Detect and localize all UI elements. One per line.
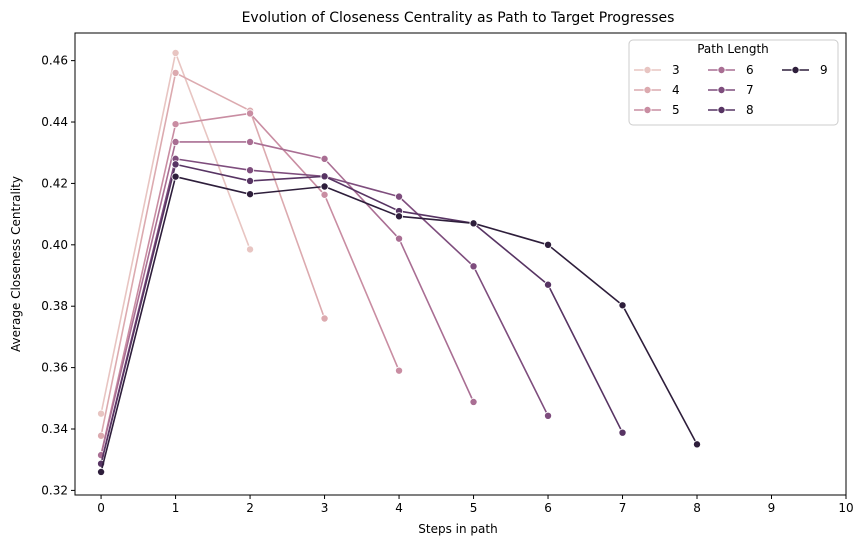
x-tick-label: 5 [470, 501, 478, 515]
data-point [618, 428, 627, 437]
plot-frame [74, 32, 847, 496]
y-axis: 0.32 0.34 0.36 0.38 0.40 0.42 0.44 0.46 [41, 54, 75, 497]
legend-swatch-marker [717, 106, 726, 115]
data-point [469, 262, 478, 271]
x-tick-label: 4 [395, 501, 403, 515]
legend: Path Length 3 4 5 6 7 8 9 [628, 39, 839, 126]
legend-title: Path Length [697, 42, 769, 56]
data-point [246, 176, 255, 185]
y-tick-label: 0.36 [41, 361, 68, 375]
x-tick-label: 9 [768, 501, 776, 515]
legend-label: 5 [672, 103, 680, 117]
legend-swatch-marker [791, 66, 800, 75]
data-point [693, 440, 702, 449]
y-tick-label: 0.42 [41, 176, 68, 190]
data-point [395, 366, 404, 375]
y-axis-label: Average Closeness Centrality [9, 176, 23, 352]
x-tick-label: 6 [544, 501, 552, 515]
y-tick-label: 0.46 [41, 54, 68, 68]
legend-swatch-marker [643, 66, 652, 75]
data-point [97, 409, 106, 418]
data-point [320, 182, 329, 191]
data-point [469, 397, 478, 406]
legend-label: 3 [672, 63, 680, 77]
data-point [97, 467, 106, 476]
legend-swatch-marker [717, 66, 726, 75]
data-point [320, 314, 329, 323]
legend-swatch-marker [717, 86, 726, 95]
series-line [100, 163, 624, 464]
y-tick-label: 0.40 [41, 238, 68, 252]
x-axis: 0 1 2 3 4 5 6 7 8 9 10 [97, 495, 854, 515]
data-point [246, 166, 255, 175]
x-tick-label: 10 [838, 501, 853, 515]
x-tick-label: 1 [172, 501, 180, 515]
y-tick-label: 0.32 [41, 483, 68, 497]
series-line [100, 72, 326, 436]
x-axis-label: Steps in path [418, 522, 497, 536]
legend-box [628, 39, 839, 126]
data-point [544, 280, 553, 289]
data-point [469, 219, 478, 228]
legend-label: 6 [746, 63, 754, 77]
y-tick-label: 0.44 [41, 115, 68, 129]
series-3 [97, 48, 255, 418]
data-point [246, 245, 255, 254]
series-8 [97, 160, 627, 468]
x-tick-label: 7 [619, 501, 627, 515]
data-point [171, 48, 180, 57]
legend-swatch-marker [643, 86, 652, 95]
legend-entry-5: 5 [634, 103, 680, 117]
legend-entry-8: 8 [708, 103, 754, 117]
series-4 [97, 68, 329, 440]
x-tick-label: 2 [246, 501, 254, 515]
data-point [544, 240, 553, 249]
data-point [320, 190, 329, 199]
data-point [544, 411, 553, 420]
data-point [246, 109, 255, 118]
legend-swatch-marker [643, 106, 652, 115]
series-5 [97, 109, 404, 459]
data-point [395, 212, 404, 221]
legend-entries: 3 4 5 6 7 8 9 [634, 63, 828, 117]
y-tick-label: 0.38 [41, 299, 68, 313]
series-9 [97, 172, 702, 476]
data-point [320, 172, 329, 181]
series-line [100, 141, 475, 456]
data-point [246, 137, 255, 146]
legend-entry-3: 3 [634, 63, 680, 77]
legend-entry-4: 4 [634, 83, 680, 97]
x-tick-label: 3 [321, 501, 329, 515]
series-line [100, 175, 698, 473]
legend-entry-9: 9 [782, 63, 828, 77]
x-tick-label: 8 [693, 501, 701, 515]
data-point [171, 137, 180, 146]
y-tick-label: 0.34 [41, 422, 68, 436]
data-point [171, 120, 180, 129]
legend-label: 4 [672, 83, 680, 97]
series-6 [97, 137, 478, 460]
data-point [246, 190, 255, 199]
series-layer [97, 48, 702, 476]
legend-label: 7 [746, 83, 754, 97]
data-point [171, 172, 180, 181]
data-point [395, 234, 404, 243]
data-point [97, 431, 106, 440]
x-tick-label: 0 [97, 501, 105, 515]
legend-label: 9 [820, 63, 828, 77]
data-point [395, 192, 404, 201]
data-point [320, 154, 329, 163]
data-point [171, 160, 180, 169]
chart-title: Evolution of Closeness Centrality as Pat… [242, 10, 675, 26]
data-point [618, 301, 627, 310]
data-point [171, 68, 180, 77]
legend-entry-6: 6 [708, 63, 754, 77]
legend-label: 8 [746, 103, 754, 117]
legend-entry-7: 7 [708, 83, 754, 97]
